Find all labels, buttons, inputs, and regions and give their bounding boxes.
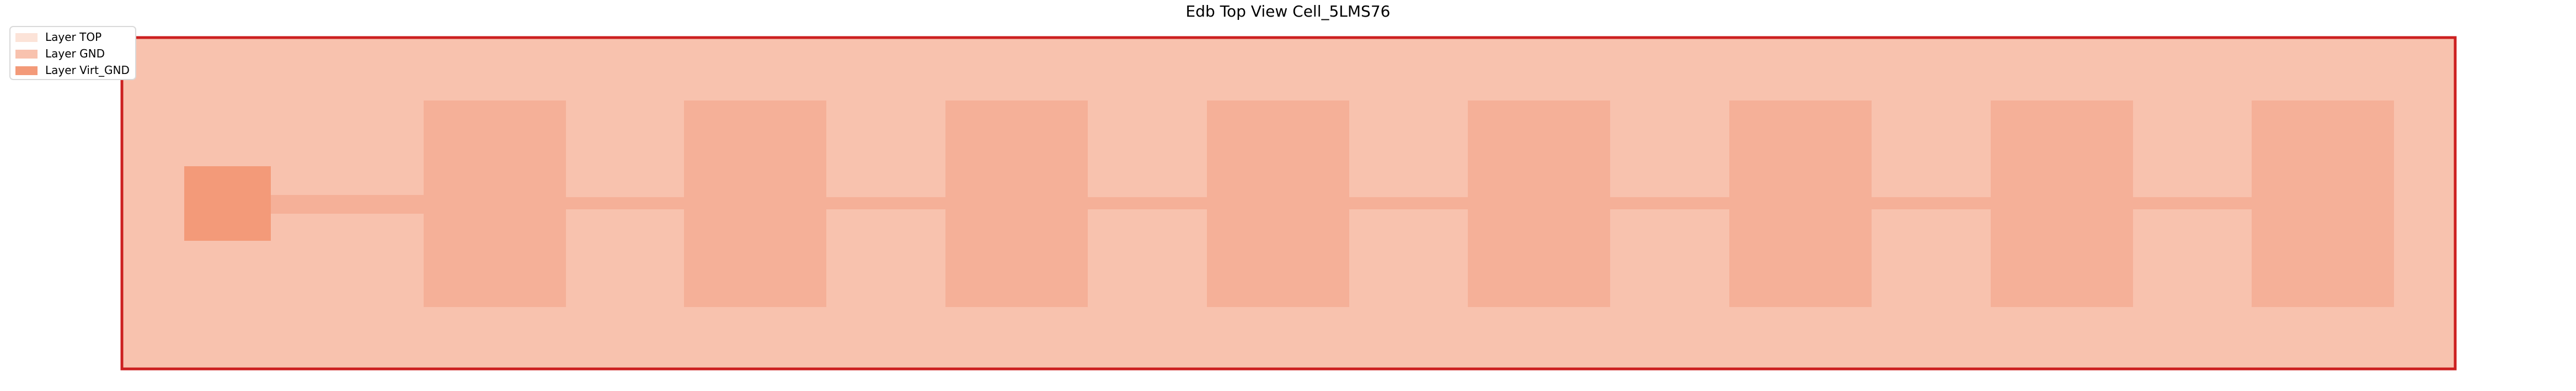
trace-segment bbox=[1872, 197, 1991, 209]
legend-label: Layer Virt_GND bbox=[45, 64, 130, 77]
layout-geometry bbox=[120, 36, 2457, 371]
legend-swatch bbox=[15, 66, 38, 75]
trace-segment bbox=[1610, 197, 1729, 209]
trace-segment bbox=[1349, 197, 1468, 209]
legend: Layer TOP Layer GND Layer Virt_GND bbox=[9, 26, 136, 80]
feed-trace bbox=[270, 195, 424, 214]
plot-title: Edb Top View Cell_5LMS76 bbox=[1186, 2, 1391, 20]
pad-1 bbox=[424, 101, 566, 307]
legend-swatch bbox=[15, 33, 38, 42]
legend-swatch bbox=[15, 50, 38, 59]
port-virt-gnd bbox=[184, 166, 271, 241]
pad-6 bbox=[1729, 101, 1872, 307]
trace-segment bbox=[826, 197, 945, 209]
pad-4 bbox=[1207, 101, 1349, 307]
pad-8 bbox=[2252, 101, 2394, 307]
legend-items: Layer TOP Layer GND Layer Virt_GND bbox=[15, 30, 130, 77]
trace-segment bbox=[2133, 197, 2252, 209]
legend-label: Layer GND bbox=[45, 47, 105, 60]
trace-segment bbox=[566, 197, 684, 209]
pad-7 bbox=[1991, 101, 2133, 307]
legend-label: Layer TOP bbox=[45, 30, 101, 44]
pad-3 bbox=[945, 101, 1088, 307]
trace-segment bbox=[1088, 197, 1207, 209]
pad-5 bbox=[1468, 101, 1610, 307]
pad-2 bbox=[684, 101, 826, 307]
legend-frame bbox=[9, 26, 136, 80]
